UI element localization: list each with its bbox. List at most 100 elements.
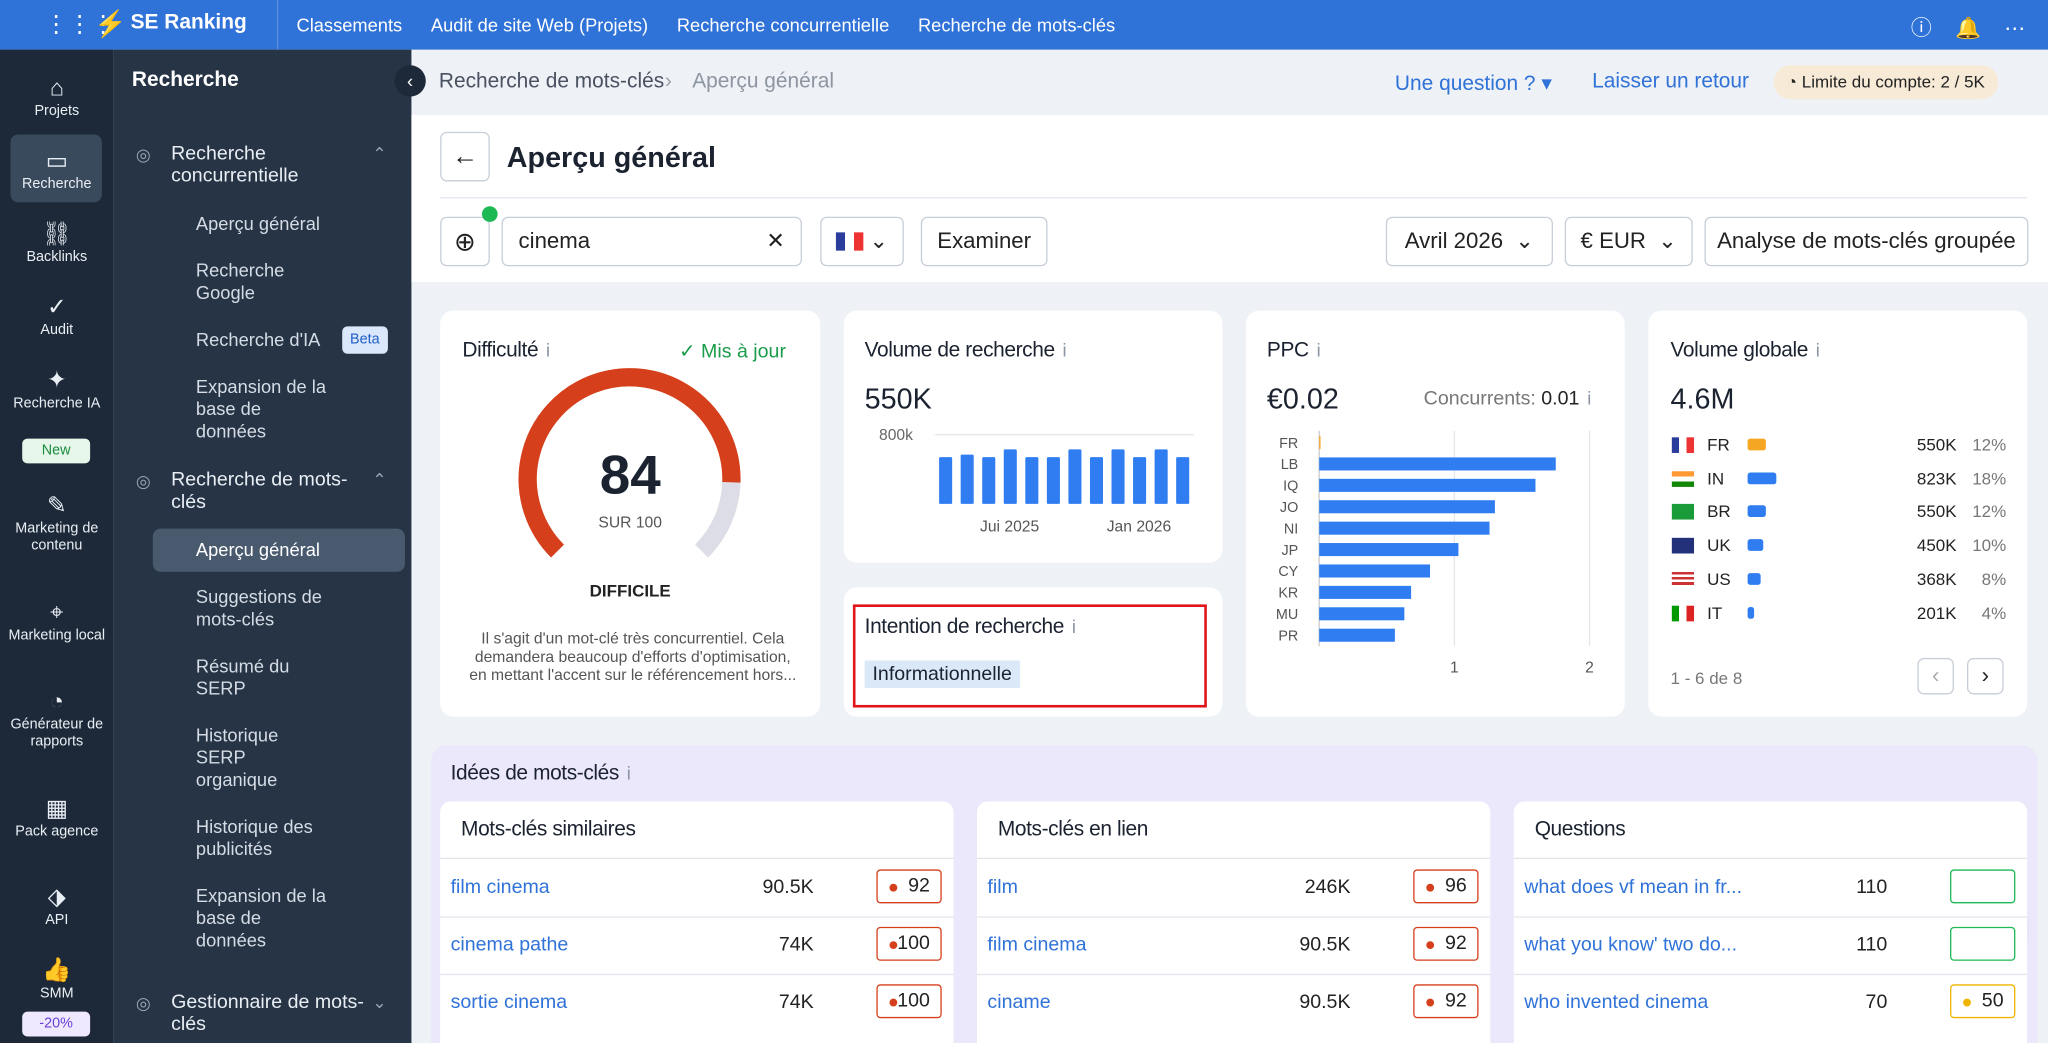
nav-label[interactable]: Projets [34,103,80,119]
back[interactable]: ← [440,131,490,182]
nav-label[interactable]: Backlinks [26,249,88,265]
nav-link[interactable]: Recherche de mots-clés [917,14,1116,36]
apps-icon[interactable]: ⋮⋮⋮ [44,10,115,37]
add[interactable]: ⊕ [440,216,490,267]
keyword[interactable]: film cinema [450,875,550,899]
t: Volume de recherche [864,339,1055,362]
currency-select[interactable]: € EUR ⌄ [1564,216,1693,267]
keyword[interactable]: film [987,875,1018,899]
menu-item[interactable]: Expansion de la base de données [131,875,405,962]
row-sep [976,916,1491,918]
menu-group[interactable]: Recherche de mots-clés ◎ ⌃ [135,468,387,514]
nav-icon[interactable]: ▦ [45,794,68,822]
menu-item[interactable]: Suggestions de mots-clés [131,576,405,641]
menu-text[interactable]: Résumé du SERP [195,655,290,699]
bar [1319,457,1556,471]
global-title: Volume globale i [1670,339,1820,362]
nav-label[interactable]: Marketing local [8,627,106,644]
keyword[interactable]: film cinema [987,933,1087,956]
t: Intention de recherche [864,616,1065,639]
menu-item[interactable]: Aperçu général [152,528,405,572]
share: 12% [1972,434,2007,455]
menu-item[interactable]: Historique SERP organique [131,714,405,801]
menu-item[interactable]: Recherche d'IA Beta [131,319,405,362]
menu-text[interactable]: Recherche d'IA [195,328,321,350]
kd-badge [1950,926,2016,961]
menu-item[interactable]: Historique des publicités [131,805,405,870]
examine[interactable]: Examiner [920,216,1048,267]
search-input[interactable]: cinema ✕ [501,216,802,267]
menu-item[interactable]: Expansion de la base de données [131,366,405,453]
nav-link[interactable]: Classements [296,14,403,36]
nav-label[interactable]: Recherche IA [13,395,101,412]
description: Il s'agit d'un mot-clé très concurrentie… [469,629,797,685]
help[interactable]: Une question ? ▾ [1394,73,1552,96]
kd-value: 92 [908,874,930,897]
menu-text[interactable]: Suggestions de mots-clés [195,586,322,630]
nav-link[interactable]: Audit de site Web (Projets) [430,14,649,36]
nav-icon[interactable]: ⛓ [41,220,72,247]
keyword[interactable]: what does vf mean in fr... [1524,875,1743,899]
collapse[interactable]: ‹ [394,65,426,97]
date[interactable]: Avril 2026 [1404,228,1504,254]
nav-label[interactable]: API [45,912,69,929]
keyword[interactable]: what you know' two do... [1524,933,1738,956]
nav-icon[interactable]: ▭ [45,147,68,174]
top-icons[interactable]: ⓘ 🔔 ⋯ [1910,18,2026,41]
nav-icon[interactable]: ✎ [46,492,67,519]
nav-icon[interactable]: ⌖ [50,599,64,626]
help-text[interactable]: Une question ? [1394,73,1536,96]
bulk[interactable]: Analyse de mots-clés groupée [1704,216,2029,267]
nav-label[interactable]: Recherche [22,176,92,192]
t: Idées de mots-clés [450,762,620,785]
feedback[interactable]: Laisser un retour [1592,70,1749,93]
query[interactable]: cinema [518,228,591,254]
page-title: Aperçu général [506,140,716,174]
menu-text[interactable]: Expansion de la base de données [195,375,327,442]
menu-text[interactable]: Historique des publicités [195,815,313,859]
menu-item[interactable]: Résumé du SERP [131,645,405,710]
clear[interactable]: ✕ [766,228,785,254]
status-text: Mis à jour [701,340,786,363]
nav-label[interactable]: SMM [40,985,74,1002]
menu-group[interactable]: Recherche concurrentielle ◎ ⌃ [135,142,387,187]
kd-dot [1426,883,1435,892]
keyword[interactable]: who invented cinema [1524,990,1709,1013]
prev[interactable]: ‹ [1917,657,1954,695]
keyword[interactable]: ciname [987,990,1051,1013]
menu-item[interactable]: Aperçu général [131,202,405,245]
nav-link[interactable]: Recherche concurrentielle [676,14,890,36]
x-tick-label: 2 [1585,659,1594,676]
nav-label[interactable]: Générateur de rapports [10,716,104,750]
nav-icon[interactable]: 👍 [42,956,72,983]
nav-icon[interactable]: ◔ [49,687,64,715]
menu-text[interactable]: Recherche Google [195,259,285,303]
nav-label[interactable]: Marketing de contenu [15,520,99,554]
nav-label[interactable]: Pack agence [15,823,99,840]
nav-icon[interactable]: ✓ [46,293,67,320]
nav-icon[interactable]: ⌂ [49,74,64,101]
crumb[interactable]: Recherche de mots-clés [438,70,665,93]
nav-icon[interactable]: ⬗ [47,883,66,910]
volume-title: Volume de recherche i [864,339,1067,362]
menu-item[interactable]: Recherche Google [131,249,405,314]
gauge-value [518,368,741,558]
bar [1068,449,1082,504]
menu-text[interactable]: Aperçu général [195,539,320,561]
nav-label[interactable]: Audit [40,322,74,339]
keyword[interactable]: cinema pathe [450,933,569,956]
date-select[interactable]: Avril 2026 ⌄ [1385,216,1553,267]
chevron: ⌃ [372,143,387,164]
nav-icon[interactable]: ✦ [46,366,67,393]
kw-volume: 110 [1856,933,1888,956]
menu-text[interactable]: Aperçu général [195,212,320,234]
next[interactable]: › [1967,657,2004,695]
country-select[interactable]: ⌄ [820,216,904,267]
menu-text[interactable]: Historique SERP organique [195,724,279,790]
menu-group[interactable]: Gestionnaire de mots-clés ◎ ⌄ [135,990,387,1036]
volume: 201K [1916,602,1957,623]
menu-text[interactable]: Expansion de la base de données [195,885,327,951]
currency[interactable]: € EUR [1580,228,1646,254]
keyword[interactable]: sortie cinema [450,990,568,1013]
y-label: CY [1278,564,1298,580]
